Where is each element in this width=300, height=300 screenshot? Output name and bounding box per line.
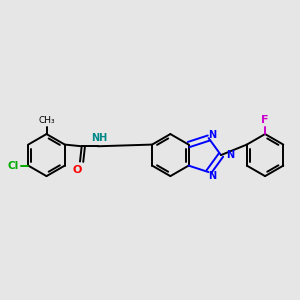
Text: N: N [208, 170, 216, 181]
Text: N: N [226, 150, 235, 160]
Text: Cl: Cl [8, 160, 19, 171]
Text: CH₃: CH₃ [38, 116, 55, 125]
Text: F: F [261, 115, 269, 124]
Text: N: N [208, 130, 216, 140]
Text: NH: NH [91, 133, 107, 143]
Text: O: O [73, 165, 82, 175]
